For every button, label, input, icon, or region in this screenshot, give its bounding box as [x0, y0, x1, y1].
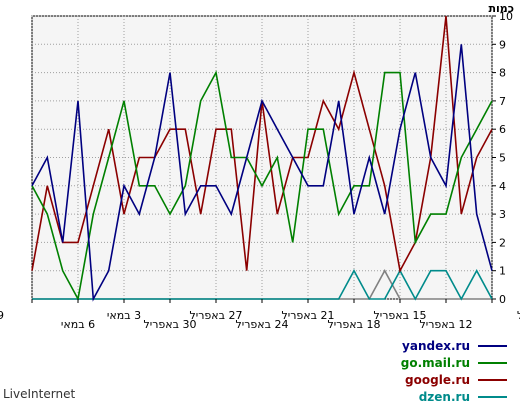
legend: yandex.rugo.mail.rugoogle.rudzen.rurbc.r…	[401, 339, 507, 404]
legend-label: yandex.ru	[402, 339, 470, 353]
legend-label: go.mail.ru	[401, 356, 470, 370]
x-tick-label: 3 במאי	[107, 309, 141, 322]
x-tick-label: 9 במאי	[0, 309, 4, 322]
y-tick-label: 3	[499, 208, 506, 221]
x-tick-label: 12 באפריל	[420, 318, 473, 331]
y-tick-label: 7	[499, 95, 506, 108]
x-tick-label: 9 באפריל	[517, 309, 520, 322]
y-tick-label: 4	[499, 180, 506, 193]
x-tick-label: 30 באפריל	[144, 318, 197, 331]
x-tick-label: 18 באפריל	[328, 318, 381, 331]
legend-label: dzen.ru	[419, 390, 470, 404]
y-axis-title: כמות	[489, 2, 514, 15]
y-tick-label: 6	[499, 123, 506, 136]
x-tick-label: 27 באפריל	[190, 309, 243, 322]
x-tick-label: 21 באפריל	[282, 309, 335, 322]
y-tick-label: 2	[499, 236, 506, 249]
series-line-go-mail-ru	[31, 70, 493, 302]
legend-label: google.ru	[405, 373, 470, 387]
y-tick-label: 10	[499, 10, 513, 23]
y-tick-label: 1	[499, 265, 506, 278]
y-tick-label: 9	[499, 38, 506, 51]
y-tick-label: 5	[499, 152, 506, 165]
y-axis-ticks: 0 1 2 3 4 5 6 7 8 9 10	[492, 10, 513, 306]
footer-brand: LiveInternet	[3, 387, 75, 401]
y-tick-label: 0	[499, 293, 506, 306]
y-tick-label: 8	[499, 67, 506, 80]
series-line-yandex-ru	[31, 44, 493, 302]
x-tick-label: 24 באפריל	[236, 318, 289, 331]
x-tick-label: 6 במאי	[61, 318, 95, 331]
x-tick-label: 15 באפריל	[374, 309, 427, 322]
